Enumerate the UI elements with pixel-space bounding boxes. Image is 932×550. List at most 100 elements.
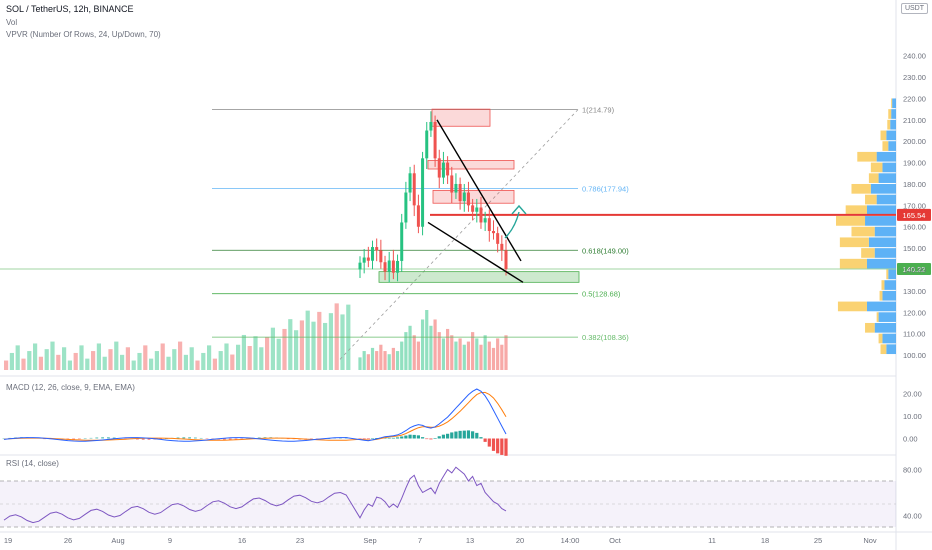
macd-histogram-bar (72, 438, 75, 440)
candle-body (416, 205, 420, 227)
volume-bar (73, 352, 78, 370)
volume-bar (218, 351, 223, 370)
candle-body (441, 162, 445, 178)
volume-profile-up-bar (886, 130, 896, 141)
volume-bar (137, 352, 142, 370)
volume-bar (311, 321, 316, 370)
volume-bar (288, 319, 293, 370)
candle-body (366, 257, 370, 261)
volume-bar (370, 347, 375, 370)
candle-body (371, 247, 375, 261)
supply-demand-zones[interactable]: 165.54 140.22 (0, 108, 931, 283)
rsi-indicator-label[interactable]: RSI (14, close) (6, 459, 59, 468)
macd-histogram-bar (408, 434, 412, 439)
price-tick-label: 110.00 (903, 330, 925, 339)
volume-profile-up-bar (866, 301, 896, 312)
resistance-price-label: 165.54 (903, 211, 926, 220)
macd-histogram-bar (375, 438, 379, 439)
macd-histogram-bar (370, 438, 375, 440)
macd-histogram-bar (404, 435, 408, 439)
price-candles (358, 111, 508, 283)
volume-bar (334, 303, 339, 370)
drawings[interactable] (427, 119, 527, 283)
volume-profile-up-bar (888, 141, 896, 151)
volume-bar (125, 347, 130, 370)
volume-profile-down-bar (888, 109, 892, 119)
macd-histogram-bar (188, 437, 191, 439)
volume-profile-up-bar (874, 248, 896, 258)
volume-profile-up-bar (874, 226, 896, 237)
volume-bar (446, 328, 450, 370)
volume-bar (479, 344, 483, 370)
volume-profile-down-bar (857, 151, 877, 162)
volume-bar (491, 347, 496, 370)
candle-body (466, 192, 470, 206)
price-tick-label: 120.00 (903, 308, 926, 317)
volume-profile-down-bar (839, 237, 869, 248)
candle-body (391, 260, 395, 273)
demand-zone (378, 271, 580, 283)
volume-bar (276, 338, 281, 370)
volume-bar (241, 334, 246, 370)
volume-bar (253, 336, 258, 370)
candle-body (487, 218, 491, 232)
macd-histogram-bar (441, 434, 446, 439)
volume-bar (15, 345, 20, 370)
volume-bar (441, 338, 446, 370)
candle-body (458, 183, 462, 202)
volume-bar (143, 345, 148, 370)
volume-bar (67, 360, 72, 370)
macd-histogram-bar (165, 438, 168, 440)
macd-histogram-bar (78, 438, 81, 440)
macd-histogram-bar (286, 438, 290, 440)
volume-profile-down-bar (845, 205, 867, 216)
candle-body (421, 158, 425, 227)
volume-profile-up-bar (892, 98, 896, 109)
time-tick-label: Oct (609, 536, 622, 545)
volume-bar (395, 351, 400, 370)
volume-bar (96, 343, 101, 370)
time-tick-label: Aug (111, 536, 124, 545)
volume-profile-up-bar (882, 333, 896, 344)
volume-profile-down-bar (876, 312, 879, 322)
volume-bar (317, 311, 322, 370)
price-tick-label: 130.00 (903, 287, 926, 296)
time-tick-label: 19 (4, 536, 12, 545)
macd-histogram-bar (95, 437, 99, 439)
volume-bar (50, 341, 55, 370)
volume-bar (483, 335, 487, 370)
volume-bar (408, 325, 412, 370)
fibonacci-retracement[interactable]: 1(214.79) 0.786(177.94) 0.618(149.00) 0.5(1… (212, 106, 629, 360)
resistance-price-tag (897, 208, 931, 221)
rsi-tick-label: 80.00 (903, 466, 922, 475)
volume-bars (4, 303, 508, 370)
volume-bar (416, 341, 420, 370)
macd-histogram-bar (327, 438, 331, 440)
volume-bar (412, 335, 416, 370)
volume-profile-up-bar (890, 119, 896, 130)
volume-profile-down-bar (861, 248, 875, 258)
rsi-line (3, 466, 507, 524)
candle-body (479, 207, 483, 223)
supply-zone (427, 160, 515, 170)
volume-bar (454, 341, 458, 370)
volume-bar (383, 351, 387, 370)
macd-histogram-bar (412, 434, 416, 439)
volume-bar (120, 354, 125, 370)
macd-pane (2, 388, 508, 456)
macd-histogram-bar (257, 437, 261, 439)
volume-bar (108, 349, 113, 370)
volume-bar (475, 338, 479, 370)
volume-indicator-label[interactable]: Vol (6, 18, 18, 27)
price-tick-label: 240.00 (903, 52, 926, 61)
volume-bar (433, 319, 437, 370)
currency-badge[interactable]: USDT (900, 3, 928, 14)
macd-indicator-label[interactable]: MACD (12, 26, close, 9, EMA, EMA) (6, 383, 135, 392)
candle-body (408, 173, 412, 193)
vpvr-indicator-label[interactable]: VPVR (Number Of Rows, 24, Up/Down, 70) (6, 30, 161, 39)
macd-histogram-bar (194, 437, 197, 439)
volume-bar (466, 341, 471, 370)
